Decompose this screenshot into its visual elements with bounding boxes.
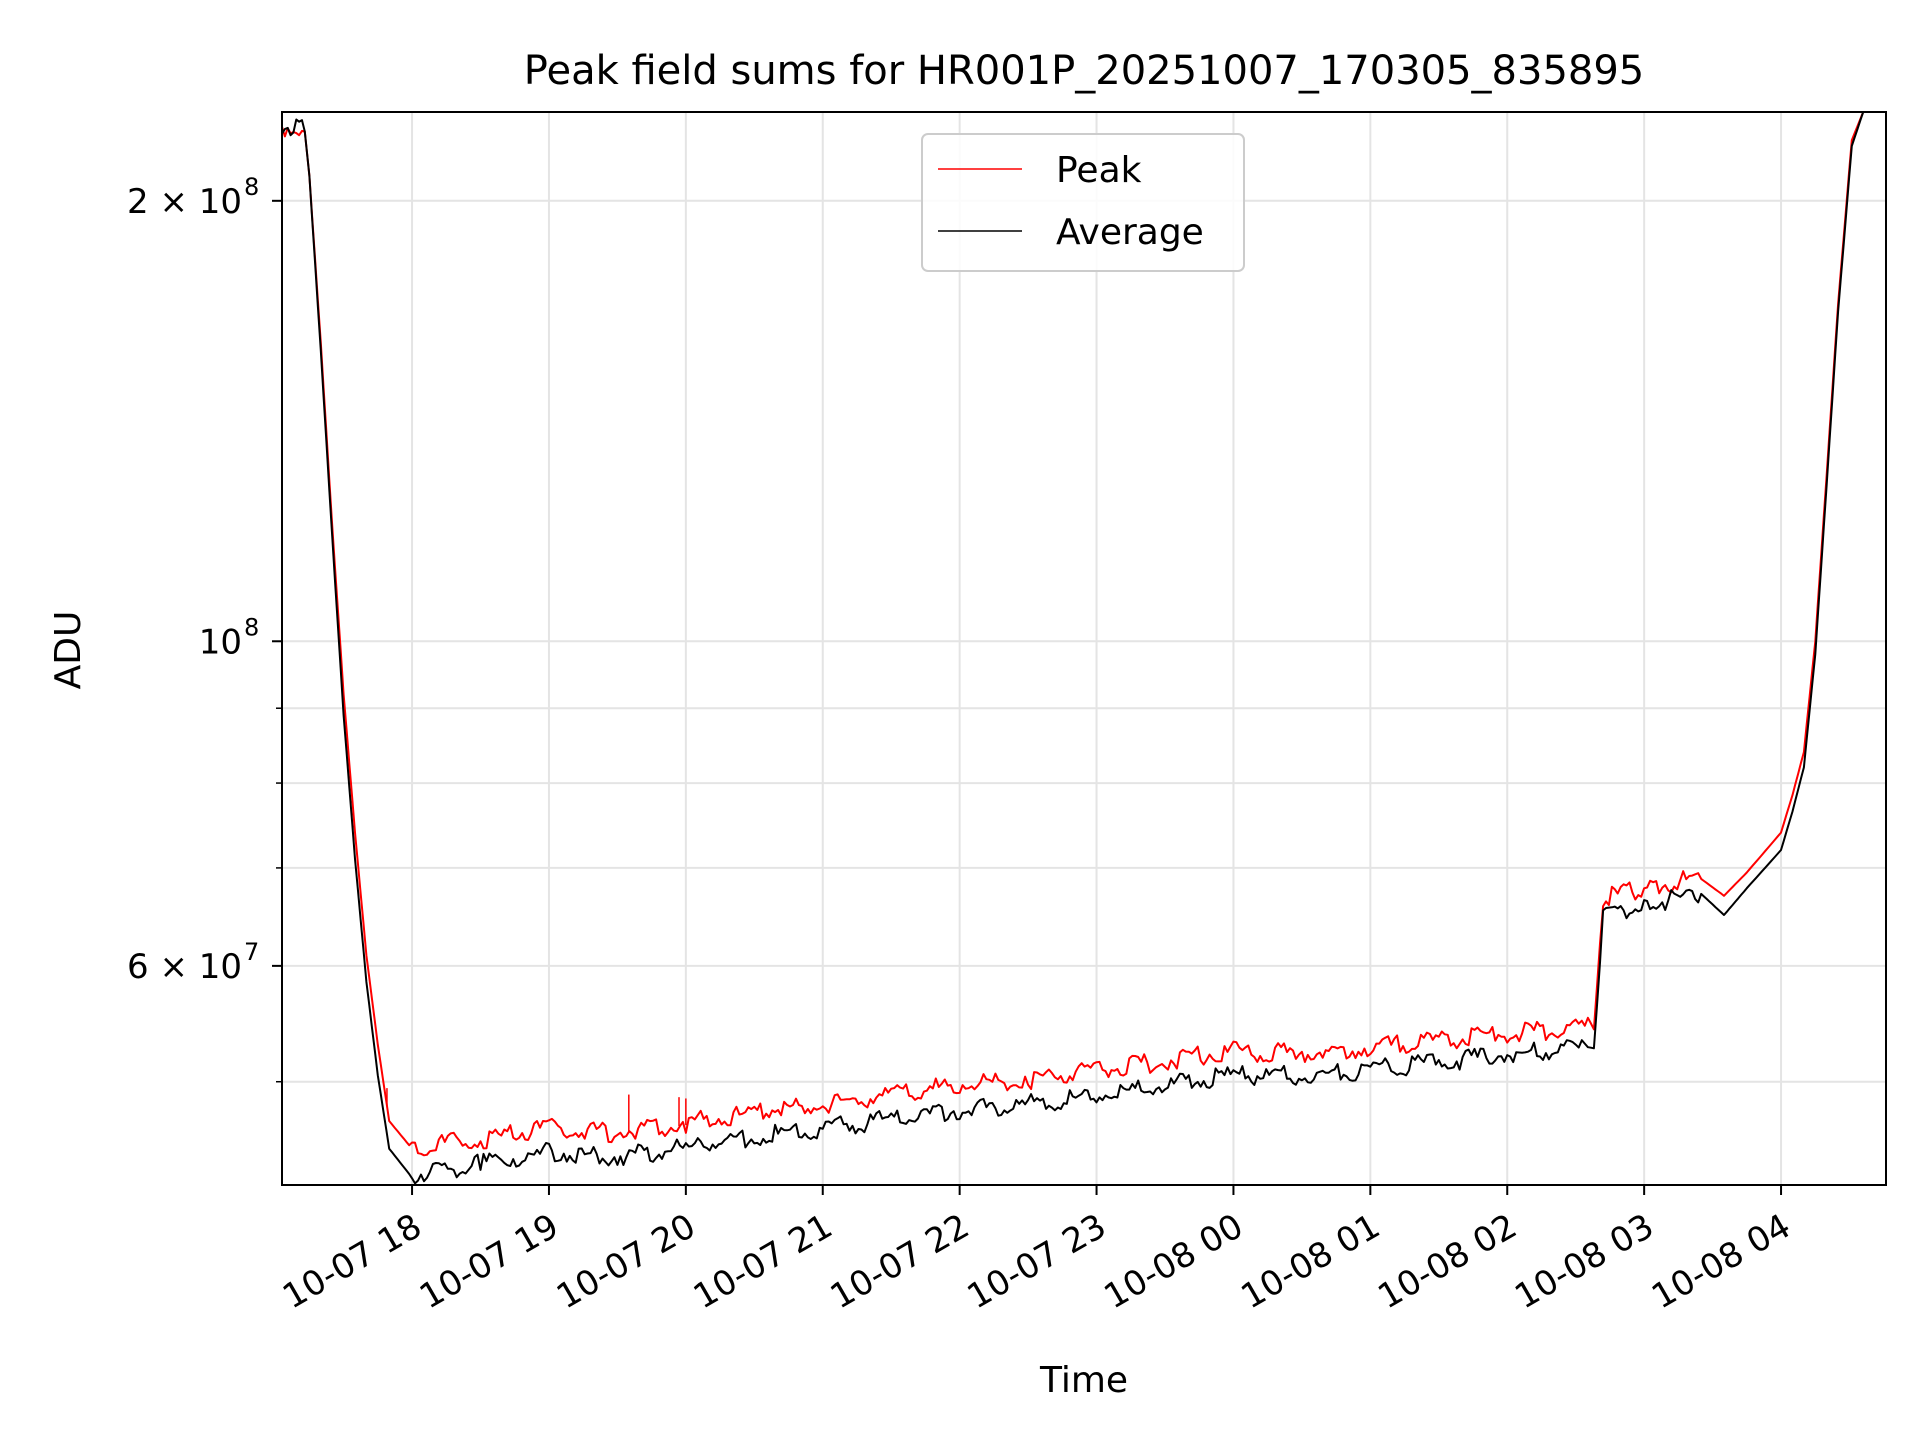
x-tick-label: 10-08 01 (1234, 1206, 1386, 1317)
x-axis-label: Time (1039, 1360, 1128, 1401)
legend-label-average: Average (1056, 212, 1204, 253)
x-tick-label: 10-08 04 (1645, 1206, 1797, 1317)
x-tick-label: 10-07 22 (824, 1206, 976, 1317)
y-tick-label: 6 × 10 (127, 947, 242, 987)
grid (282, 112, 1886, 1185)
x-tick-label: 10-07 18 (276, 1206, 428, 1317)
legend: Peak Average (921, 133, 1245, 272)
y-tick-exponent: 7 (244, 938, 259, 966)
legend-label-peak: Peak (1056, 150, 1142, 191)
x-tick-label: 10-07 20 (550, 1206, 702, 1317)
y-tick-label: 2 × 10 (127, 182, 242, 222)
plot-frame (281, 111, 1887, 1186)
x-tick-label: 10-08 03 (1508, 1206, 1660, 1317)
y-axis-label: ADU (48, 611, 89, 690)
y-tick-label: 10 (199, 622, 242, 662)
x-tick-label: 10-07 19 (413, 1206, 565, 1317)
x-tick-label: 10-08 00 (1098, 1206, 1250, 1317)
y-axis: 6 × 10 710 82 × 10 8 (127, 173, 282, 1083)
chart-title: Peak field sums for HR001P_20251007_1703… (524, 48, 1644, 94)
x-tick-label: 10-07 23 (961, 1206, 1113, 1317)
x-tick-label: 10-08 02 (1371, 1206, 1523, 1317)
y-tick-exponent: 8 (244, 173, 259, 201)
y-tick-exponent: 8 (244, 613, 259, 641)
x-tick-label: 10-07 21 (687, 1206, 839, 1317)
series-line-average (281, 111, 1865, 1185)
plot-lines (281, 111, 1865, 1185)
